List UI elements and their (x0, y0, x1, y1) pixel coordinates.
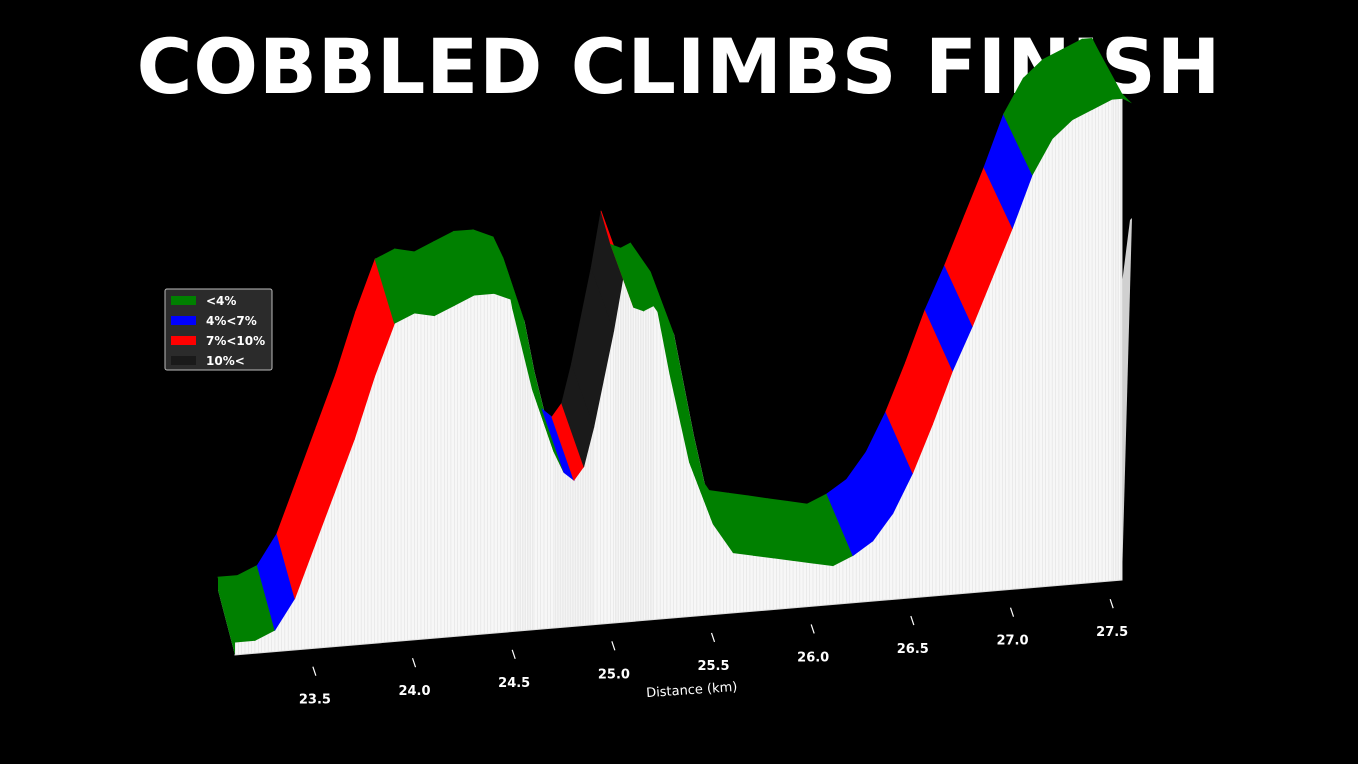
legend-label: <4% (206, 294, 236, 308)
x-tick-mark (910, 615, 915, 626)
legend-swatch (171, 356, 196, 365)
x-tick-mark (312, 666, 317, 676)
legend-swatch (171, 296, 196, 305)
x-tick-mark (411, 658, 417, 668)
x-tick-label: 23.5 (299, 693, 331, 708)
ribbon-start-cap (218, 577, 235, 655)
x-tick-label: 25.0 (598, 667, 630, 682)
x-tick-mark (710, 632, 716, 643)
legend-label: 4%<7% (206, 314, 257, 328)
x-axis: 23.5 24.0 24.5 25.0 25.5 26.0 26.5 27.0 27.5 (299, 599, 1128, 708)
gradient-ribbon (217, 37, 1132, 655)
legend-label: 10%< (206, 354, 245, 368)
x-tick-label: 26.0 (797, 651, 829, 666)
x-tick-label: 25.5 (697, 659, 729, 674)
x-tick-mark (511, 649, 516, 659)
legend-box (164, 288, 273, 371)
x-tick-label: 24.5 (498, 676, 530, 691)
x-axis-label: Distance (km) (646, 680, 738, 701)
x-tick-label: 24.0 (398, 684, 430, 699)
x-tick-mark (810, 624, 815, 634)
legend-swatch (171, 316, 196, 325)
x-tick-mark (611, 641, 616, 651)
x-tick-mark (1009, 607, 1015, 617)
x-tick-mark (1109, 599, 1114, 609)
legend-label: 7%<10% (206, 334, 265, 348)
x-tick-label: 26.5 (897, 642, 929, 657)
legend-swatch (171, 336, 196, 345)
x-tick-label: 27.5 (1096, 625, 1128, 640)
x-tick-label: 27.0 (996, 634, 1028, 649)
legend: <4% 4%<7% 7%<10% 10%< (164, 288, 273, 371)
